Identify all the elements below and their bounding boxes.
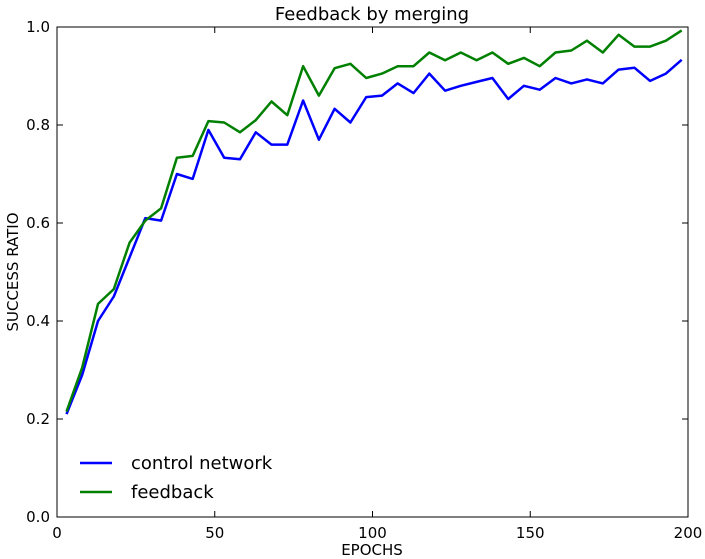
y-tick-label: 0.6 — [26, 214, 50, 232]
x-tick-label: 200 — [674, 524, 703, 542]
y-tick-label: 0.2 — [26, 410, 50, 428]
x-axis-label: EPOCHS — [341, 541, 403, 559]
x-tick-label: 0 — [52, 524, 62, 542]
plot-frame — [56, 26, 689, 518]
series-line-1 — [65, 58, 683, 415]
y-tick-label: 0.8 — [26, 116, 50, 134]
y-axis-label: SUCCESS RATIO — [4, 212, 22, 331]
y-tick-label: 1.0 — [26, 18, 50, 36]
y-tick-label: 0.0 — [26, 508, 50, 526]
plot-area — [56, 26, 689, 518]
axis-ticks: 0 50 100 150 200 0.0 0.2 0.4 0.6 0.8 1.0 — [26, 18, 702, 542]
chart-title: Feedback by merging — [275, 4, 469, 25]
x-tick-label: 100 — [358, 524, 387, 542]
legend-label: feedback — [131, 482, 214, 503]
series-layer — [65, 29, 683, 415]
legend-label: control network — [131, 453, 273, 474]
y-tick-label: 0.4 — [26, 312, 50, 330]
x-tick-label: 50 — [205, 524, 224, 542]
series-line-2 — [65, 29, 683, 413]
legend: control network feedback — [80, 453, 273, 503]
x-tick-label: 150 — [516, 524, 545, 542]
